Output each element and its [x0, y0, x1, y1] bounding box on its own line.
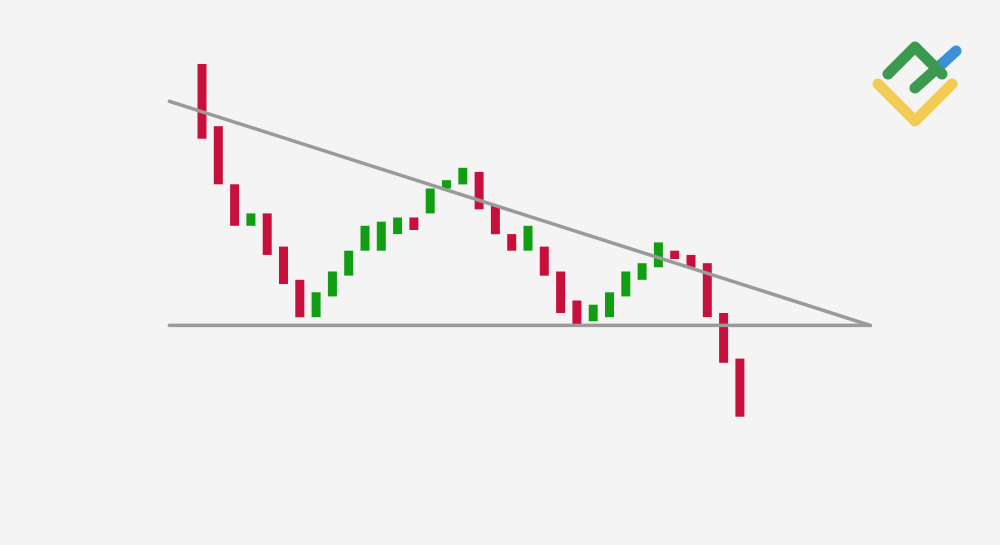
bearish-candle-20: [507, 234, 517, 251]
trendlines-group: [167, 99, 873, 328]
bullish-candle-28: [637, 263, 647, 280]
bullish-candle-12: [376, 221, 386, 251]
bearish-candle-5: [262, 213, 272, 255]
bullish-candle-26: [605, 292, 614, 318]
bearish-candle-6: [279, 246, 288, 284]
bearish-candle-30: [670, 250, 680, 259]
logo-blue-stroke: [938, 45, 962, 68]
bullish-candle-25: [588, 304, 598, 322]
bullish-candle-8: [311, 292, 321, 318]
logo-green-stroke: [909, 56, 950, 94]
bearish-candle-34: [735, 358, 745, 417]
logo-yellow-chevron: [872, 78, 958, 127]
bearish-candle-32: [702, 263, 712, 318]
bearish-candle-33: [719, 313, 729, 363]
bearish-candle-3: [230, 184, 240, 226]
bullish-candle-9: [327, 271, 337, 297]
bearish-candle-18: [474, 171, 484, 210]
brand-logo-icon: [872, 41, 962, 127]
bullish-candle-11: [360, 225, 370, 251]
bullish-candle-16: [442, 180, 451, 189]
bearish-candle-19: [490, 205, 500, 235]
bullish-candle-4: [246, 213, 256, 226]
bearish-candle-2: [213, 126, 223, 185]
bullish-candle-17: [458, 167, 468, 185]
resistance-trendline: [167, 99, 873, 328]
bullish-candle-21: [523, 225, 533, 251]
bullish-candle-29: [653, 242, 663, 268]
bearish-candle-7: [295, 279, 305, 318]
bearish-candle-23: [556, 271, 566, 313]
bearish-candle-24: [572, 300, 582, 326]
bullish-candle-27: [621, 271, 631, 297]
bearish-candle-31: [686, 254, 696, 268]
bullish-candle-10: [344, 250, 354, 276]
candles-group: [197, 64, 745, 417]
bearish-candle-1: [197, 64, 207, 139]
bearish-candle-14: [409, 217, 419, 230]
bullish-candle-15: [425, 188, 435, 214]
bullish-candle-13: [393, 217, 403, 235]
bearish-candle-22: [539, 246, 549, 276]
